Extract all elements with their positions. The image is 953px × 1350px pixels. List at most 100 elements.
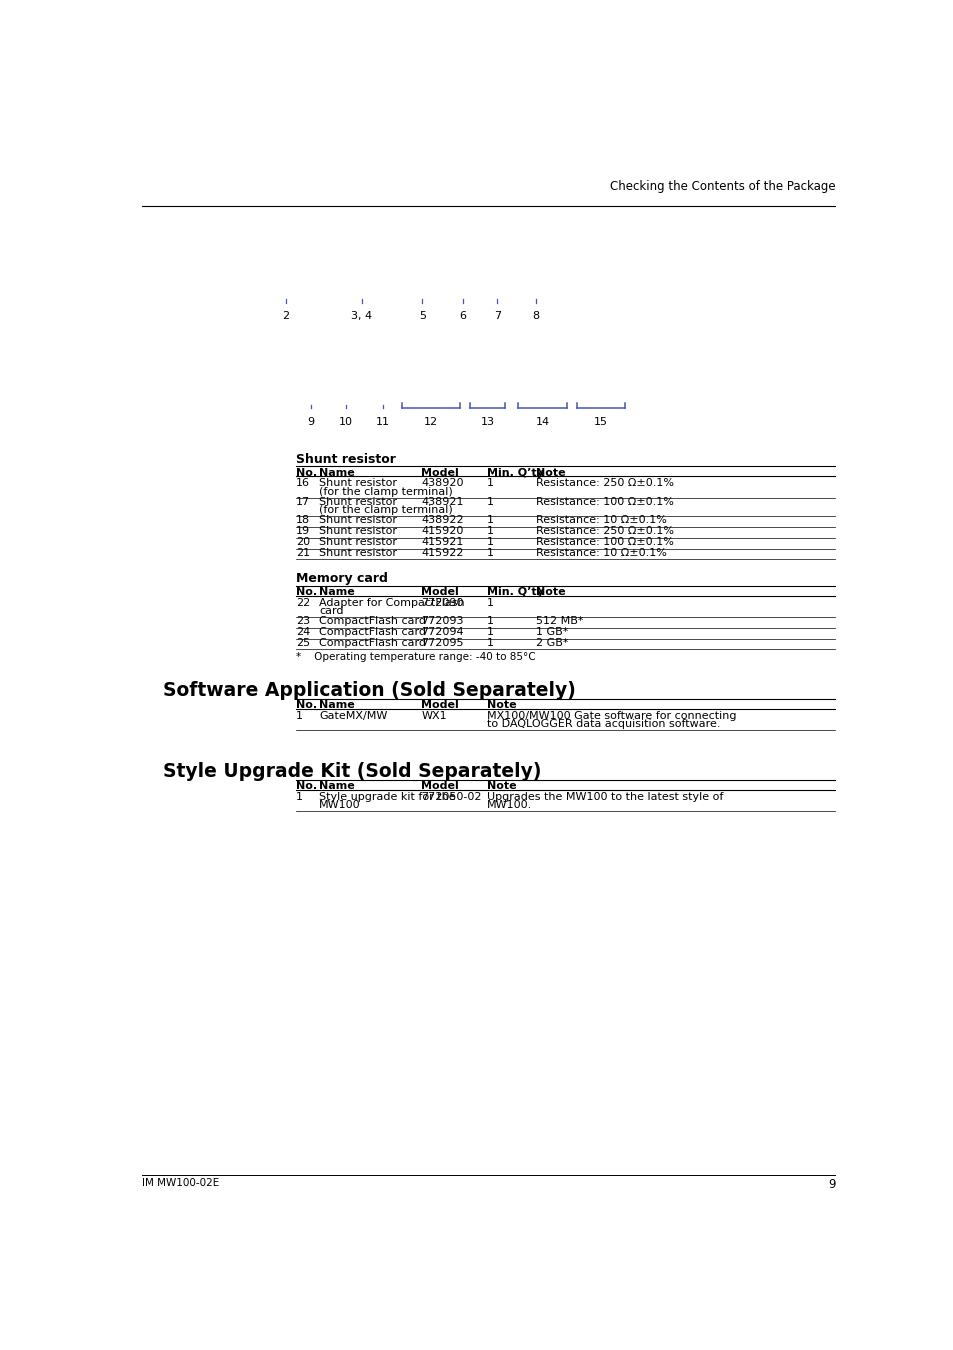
Text: 9: 9: [827, 1177, 835, 1191]
Text: 12: 12: [424, 417, 437, 427]
Text: Shunt resistor: Shunt resistor: [319, 537, 396, 547]
Text: 22: 22: [295, 598, 310, 608]
Text: Name: Name: [319, 587, 355, 597]
Text: CompactFlash card: CompactFlash card: [319, 628, 426, 637]
Text: Resistance: 100 Ω±0.1%: Resistance: 100 Ω±0.1%: [536, 497, 674, 508]
Text: 438920: 438920: [421, 478, 463, 489]
Text: 438922: 438922: [421, 516, 464, 525]
Text: 5: 5: [418, 312, 425, 321]
Text: 1: 1: [486, 526, 493, 536]
Text: (for the clamp terminal): (for the clamp terminal): [319, 505, 453, 516]
Text: card: card: [319, 606, 343, 617]
Text: to DAQLOGGER data acquisition software.: to DAQLOGGER data acquisition software.: [486, 720, 720, 729]
Text: 1: 1: [486, 537, 493, 547]
Text: 512 MB*: 512 MB*: [536, 617, 583, 626]
Text: 1 GB*: 1 GB*: [536, 628, 568, 637]
Text: Shunt resistor: Shunt resistor: [319, 526, 396, 536]
Text: 1: 1: [486, 516, 493, 525]
Text: No.: No.: [295, 467, 316, 478]
Text: Note: Note: [536, 587, 565, 597]
Text: CompactFlash card: CompactFlash card: [319, 617, 426, 626]
Text: 19: 19: [295, 526, 310, 536]
Text: Software Application (Sold Separately): Software Application (Sold Separately): [163, 680, 576, 701]
Text: Shunt resistor: Shunt resistor: [319, 497, 396, 508]
Text: 10: 10: [338, 417, 353, 427]
Text: 16: 16: [295, 478, 310, 489]
Text: MX100/MW100 Gate software for connecting: MX100/MW100 Gate software for connecting: [486, 711, 736, 721]
Text: 11: 11: [375, 417, 390, 427]
Text: Model: Model: [421, 587, 458, 597]
Text: Note: Note: [486, 701, 516, 710]
Text: Memory card: Memory card: [295, 572, 388, 586]
Text: Min. Q’ty: Min. Q’ty: [486, 587, 543, 597]
Text: Checking the Contents of the Package: Checking the Contents of the Package: [609, 180, 835, 193]
Text: MW100.: MW100.: [486, 801, 531, 810]
Text: 25: 25: [295, 637, 310, 648]
Text: 1: 1: [486, 628, 493, 637]
Text: Resistance: 10 Ω±0.1%: Resistance: 10 Ω±0.1%: [536, 548, 666, 558]
Text: 1: 1: [486, 637, 493, 648]
Text: 772095: 772095: [421, 637, 463, 648]
Text: 415922: 415922: [421, 548, 463, 558]
Text: 1: 1: [486, 617, 493, 626]
Text: 2 GB*: 2 GB*: [536, 637, 568, 648]
Text: Shunt resistor: Shunt resistor: [319, 548, 396, 558]
Text: Name: Name: [319, 467, 355, 478]
Text: 6: 6: [458, 312, 466, 321]
Text: 772090: 772090: [421, 598, 463, 608]
Text: 8: 8: [532, 312, 539, 321]
Text: Resistance: 250 Ω±0.1%: Resistance: 250 Ω±0.1%: [536, 526, 674, 536]
Text: Model: Model: [421, 467, 458, 478]
Text: 7: 7: [494, 312, 500, 321]
Text: CompactFlash card: CompactFlash card: [319, 637, 426, 648]
Text: MW100: MW100: [319, 801, 360, 810]
Text: 21: 21: [295, 548, 310, 558]
Text: No.: No.: [295, 782, 316, 791]
Text: Model: Model: [421, 782, 458, 791]
Text: 17: 17: [295, 497, 310, 508]
Text: Style Upgrade Kit (Sold Separately): Style Upgrade Kit (Sold Separately): [163, 761, 541, 780]
Text: 1: 1: [295, 792, 303, 802]
Text: 1: 1: [486, 548, 493, 558]
Text: Note: Note: [536, 467, 565, 478]
Text: Resistance: 100 Ω±0.1%: Resistance: 100 Ω±0.1%: [536, 537, 674, 547]
Text: 20: 20: [295, 537, 310, 547]
Text: Name: Name: [319, 701, 355, 710]
Text: 1: 1: [486, 497, 493, 508]
Text: WX1: WX1: [421, 711, 447, 721]
Text: No.: No.: [295, 701, 316, 710]
Text: Resistance: 10 Ω±0.1%: Resistance: 10 Ω±0.1%: [536, 516, 666, 525]
Text: 24: 24: [295, 628, 310, 637]
Text: Shunt resistor: Shunt resistor: [319, 516, 396, 525]
Text: *    Operating temperature range: -40 to 85°C: * Operating temperature range: -40 to 85…: [295, 652, 535, 663]
Text: 1: 1: [295, 711, 303, 721]
Text: Resistance: 250 Ω±0.1%: Resistance: 250 Ω±0.1%: [536, 478, 674, 489]
Text: 415921: 415921: [421, 537, 463, 547]
Text: No.: No.: [295, 587, 316, 597]
Text: Shunt resistor: Shunt resistor: [319, 478, 396, 489]
Text: 15: 15: [594, 417, 607, 427]
Text: 3, 4: 3, 4: [351, 312, 372, 321]
Text: Name: Name: [319, 782, 355, 791]
Text: (for the clamp terminal): (for the clamp terminal): [319, 487, 453, 497]
Text: 23: 23: [295, 617, 310, 626]
Text: 1: 1: [486, 478, 493, 489]
Text: Adapter for CompactFlash: Adapter for CompactFlash: [319, 598, 464, 608]
Text: 18: 18: [295, 516, 310, 525]
Text: IM MW100-02E: IM MW100-02E: [142, 1177, 219, 1188]
Text: Min. Q’ty: Min. Q’ty: [486, 467, 543, 478]
Text: 1: 1: [486, 598, 493, 608]
Text: 2: 2: [282, 312, 289, 321]
Text: Note: Note: [486, 782, 516, 791]
Text: 772093: 772093: [421, 617, 463, 626]
Text: 14: 14: [536, 417, 549, 427]
Text: 13: 13: [480, 417, 495, 427]
Text: 772050-02: 772050-02: [421, 792, 481, 802]
Text: Style upgrade kit for the: Style upgrade kit for the: [319, 792, 456, 802]
Text: 415920: 415920: [421, 526, 463, 536]
Text: Shunt resistor: Shunt resistor: [295, 454, 395, 466]
Text: 438921: 438921: [421, 497, 463, 508]
Text: GateMX/MW: GateMX/MW: [319, 711, 387, 721]
Text: Upgrades the MW100 to the latest style of: Upgrades the MW100 to the latest style o…: [486, 792, 722, 802]
Text: 9: 9: [307, 417, 314, 427]
